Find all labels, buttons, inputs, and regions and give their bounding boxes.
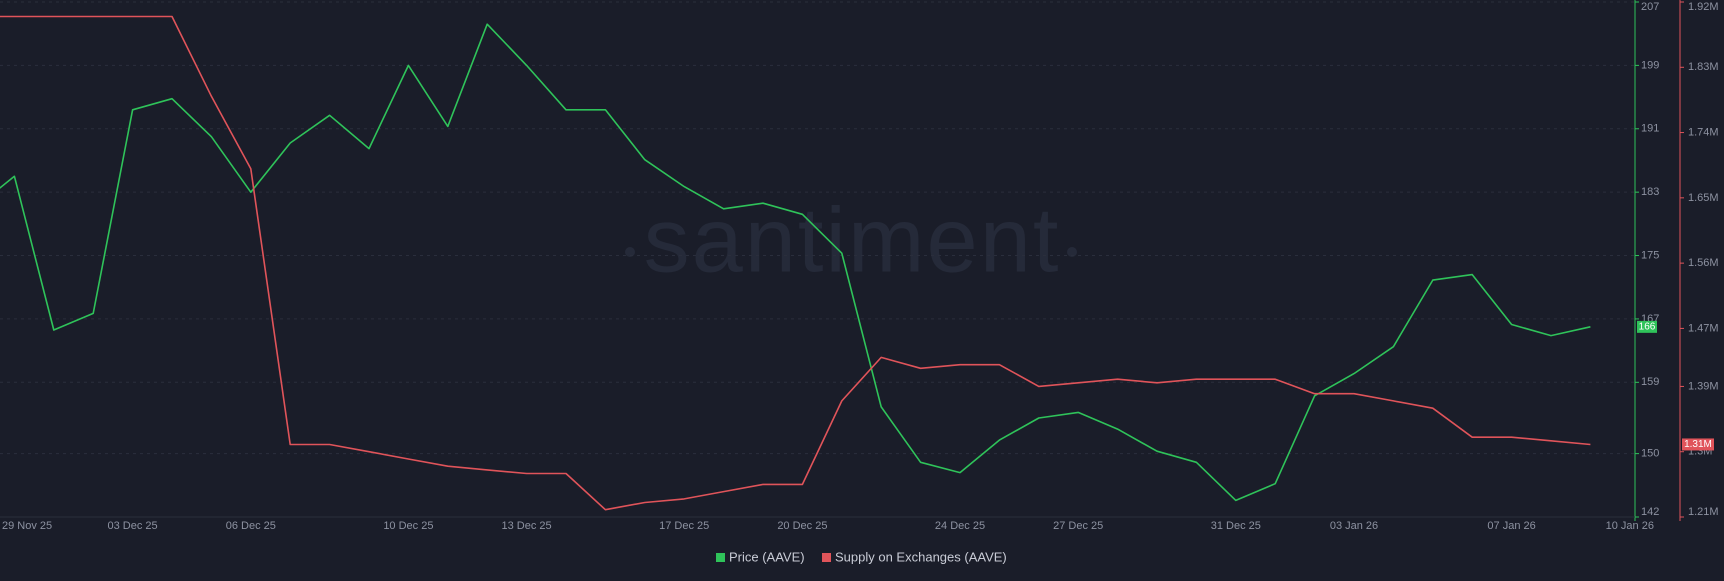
current-value-badge — [1637, 320, 1657, 333]
y2-tick-label: 1.83M — [1688, 61, 1719, 73]
x-tick-label: 27 Dec 25 — [1053, 520, 1103, 532]
y-tick-label: 183 — [1641, 186, 1659, 198]
x-tick-label: 24 Dec 25 — [935, 520, 985, 532]
y-tick-label: 191 — [1641, 123, 1659, 135]
legend-label: Supply on Exchanges (AAVE) — [835, 549, 1007, 564]
y2-tick-label: 1.21M — [1688, 506, 1719, 518]
x-tick-label: 13 Dec 25 — [502, 520, 552, 532]
y-tick-label: 175 — [1641, 249, 1659, 261]
y-tick-label: 142 — [1641, 506, 1659, 518]
x-tick-label: 07 Jan 26 — [1487, 520, 1535, 532]
legend-swatch — [822, 553, 831, 562]
y2-tick-label: 1.47M — [1688, 322, 1719, 334]
watermark-dot — [625, 247, 635, 257]
watermark: santiment — [625, 189, 1077, 291]
plot-area — [0, 15, 1591, 511]
x-tick-label: 10 Dec 25 — [383, 520, 433, 532]
x-tick-label: 20 Dec 25 — [777, 520, 827, 532]
legend: Price (AAVE) Supply on Exchanges (AAVE) — [716, 549, 1007, 564]
y2-tick-label: 1.92M — [1688, 1, 1719, 13]
x-tick-label: 03 Dec 25 — [108, 520, 158, 532]
x-tick-label: 17 Dec 25 — [659, 520, 709, 532]
y2-tick-label: 1.39M — [1688, 380, 1719, 392]
series-line — [0, 23, 1591, 502]
y2-tick-label: 1.56M — [1688, 257, 1719, 269]
x-tick-label: 31 Dec 25 — [1211, 520, 1261, 532]
legend-label: Price (AAVE) — [729, 549, 805, 564]
current-value-badge — [1682, 438, 1714, 451]
y-tick-label: 159 — [1641, 376, 1659, 388]
legend-swatch — [716, 553, 725, 562]
current-value-label: 166 — [1639, 321, 1656, 332]
axes: 1421501591671751831911992071.21M1.3M1.39… — [0, 0, 1719, 532]
x-tick-label: 03 Jan 26 — [1330, 520, 1378, 532]
x-tick-label: 06 Dec 25 — [226, 520, 276, 532]
current-value-label: 1.31M — [1684, 439, 1712, 450]
y-tick-label: 207 — [1641, 1, 1659, 13]
series-line — [0, 15, 1591, 511]
x-tick-label: 10 Jan 26 — [1606, 520, 1654, 532]
y-tick-label: 150 — [1641, 448, 1659, 460]
y-tick-label: 199 — [1641, 59, 1659, 71]
y2-tick-label: 1.74M — [1688, 126, 1719, 138]
x-tick-label: 29 Nov 25 — [2, 520, 52, 532]
y2-tick-label: 1.65M — [1688, 192, 1719, 204]
watermark-text: santiment — [644, 189, 1061, 291]
watermark-dot — [1067, 247, 1077, 257]
